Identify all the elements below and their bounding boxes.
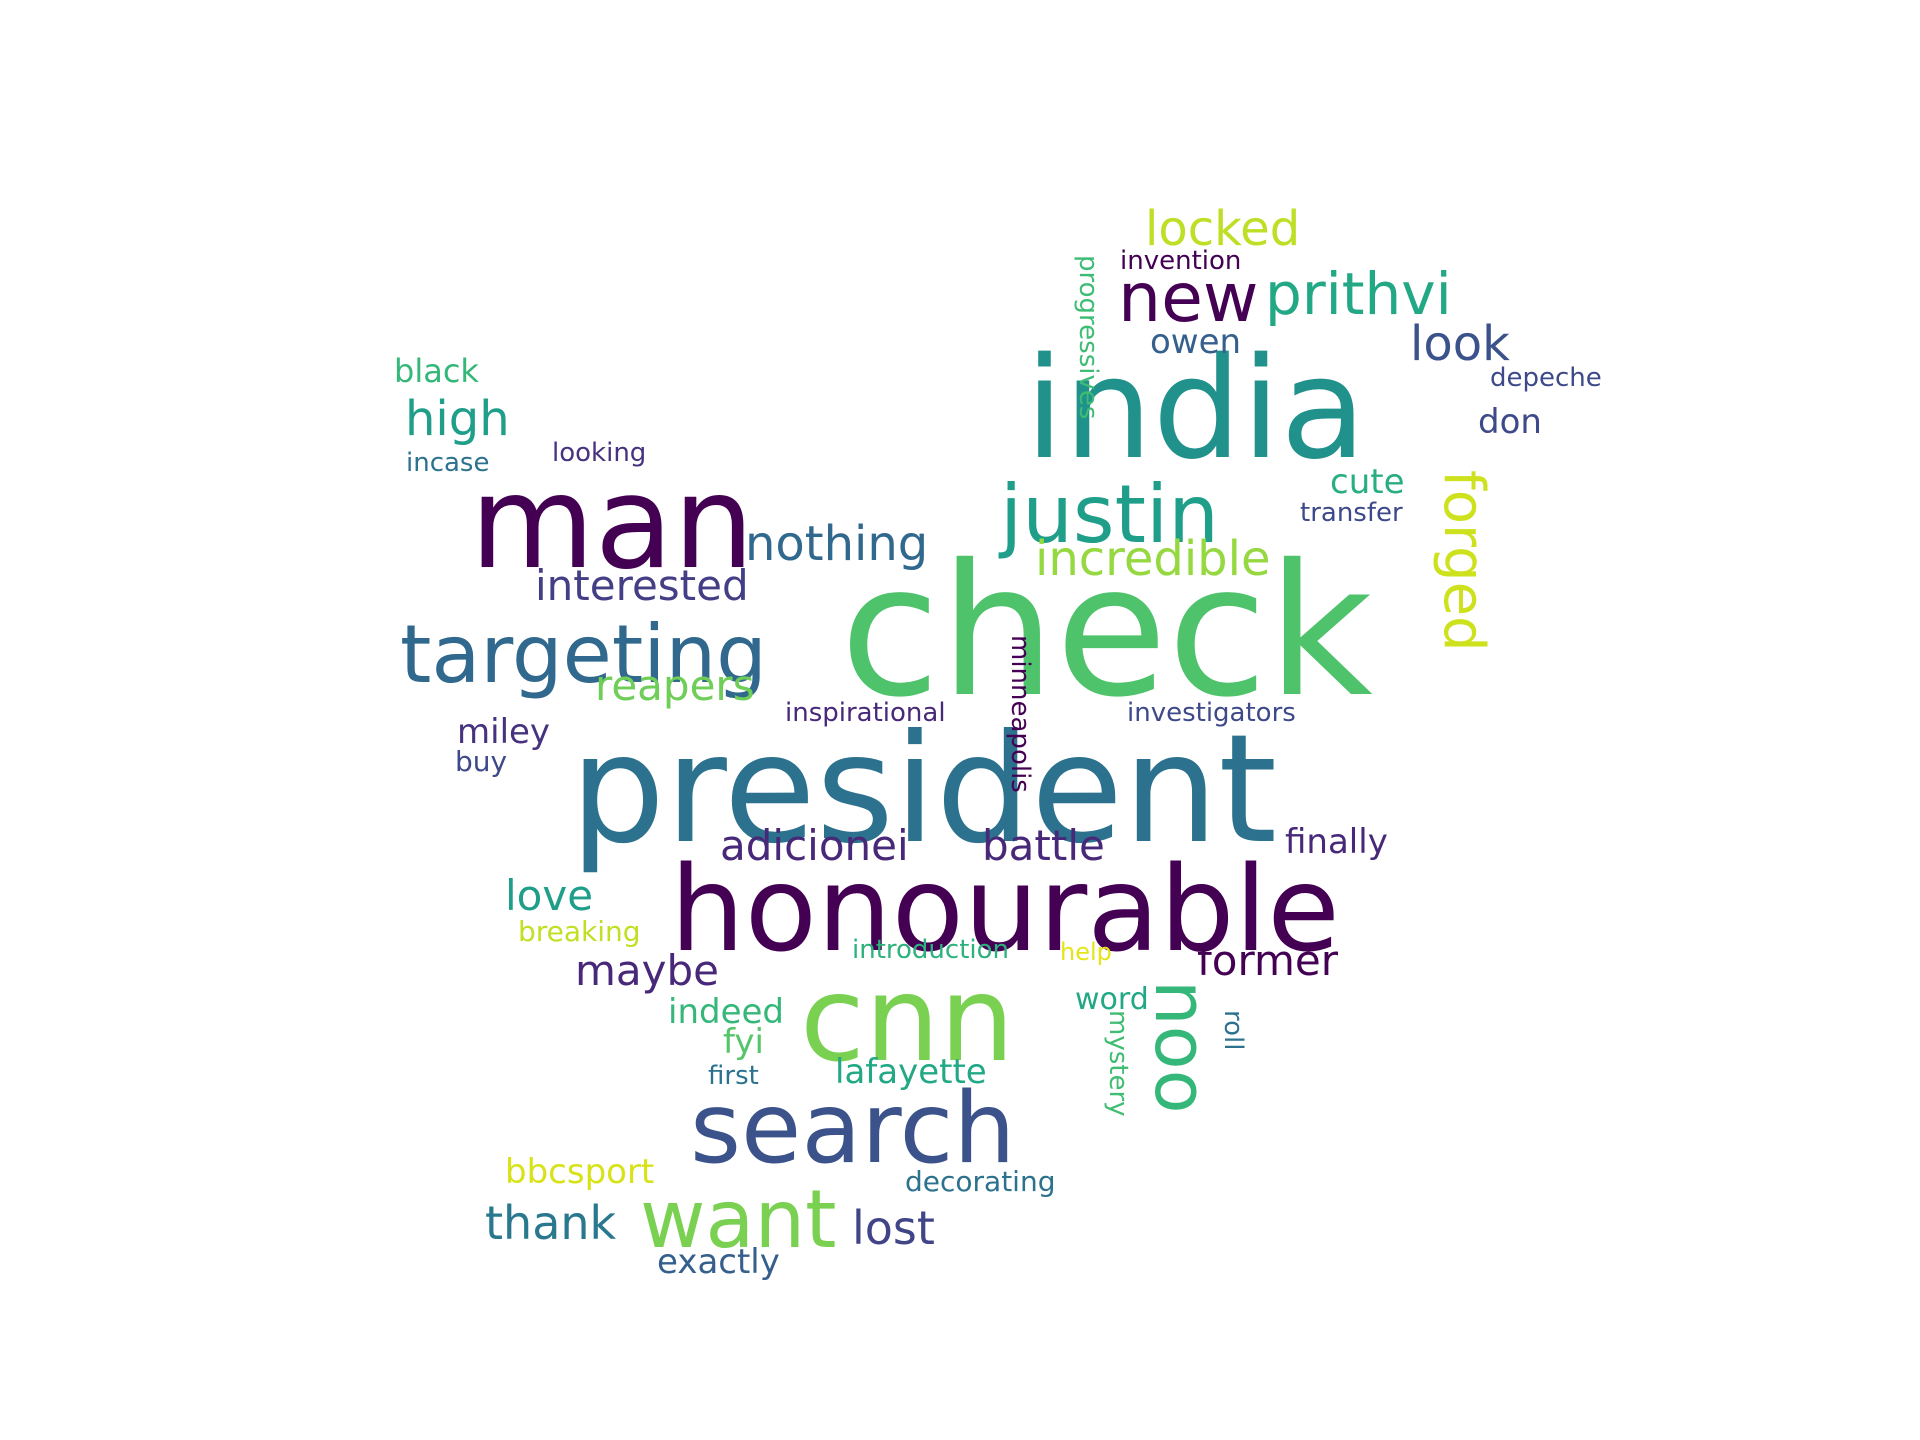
word-minneapolis: minneapolis bbox=[1005, 635, 1035, 793]
word-black: black bbox=[394, 352, 479, 390]
word-progressives: progressives bbox=[1073, 255, 1103, 420]
word-bbcsport: bbcsport bbox=[505, 1152, 655, 1192]
word-looking: looking bbox=[552, 438, 647, 468]
word-check: check bbox=[840, 525, 1373, 737]
word-adicionei: adicionei bbox=[720, 821, 909, 870]
word-president: president bbox=[570, 703, 1278, 877]
word-investigators: investigators bbox=[1127, 698, 1296, 728]
word-roll: roll bbox=[1218, 1010, 1248, 1051]
word-nothing: nothing bbox=[745, 516, 929, 572]
word-battle: battle bbox=[982, 821, 1105, 870]
word-former: former bbox=[1197, 936, 1339, 985]
word-forged: forged bbox=[1431, 470, 1496, 652]
word-prithvi: prithvi bbox=[1265, 260, 1452, 328]
word-word: word bbox=[1075, 982, 1149, 1017]
word-first: first bbox=[708, 1061, 759, 1091]
word-justin: justin bbox=[1000, 468, 1219, 561]
word-breaking: breaking bbox=[518, 915, 641, 948]
word-targeting: targeting bbox=[400, 608, 767, 701]
word-miley: miley bbox=[457, 712, 551, 752]
word-lost: lost bbox=[852, 1201, 935, 1255]
word-locked: locked bbox=[1145, 201, 1301, 257]
word-inspirational: inspirational bbox=[785, 698, 946, 728]
word-high: high bbox=[405, 391, 510, 447]
word-lafayette: lafayette bbox=[835, 1052, 987, 1092]
word-look: look bbox=[1410, 316, 1510, 372]
word-india: india bbox=[1025, 328, 1367, 491]
word-buy: buy bbox=[455, 745, 508, 778]
word-mystery: mystery bbox=[1103, 1010, 1133, 1117]
word-man: man bbox=[470, 449, 755, 598]
word-cnn: cnn bbox=[800, 950, 1015, 1088]
word-thank: thank bbox=[485, 1196, 617, 1250]
word-maybe: maybe bbox=[575, 946, 720, 995]
word-exactly: exactly bbox=[657, 1242, 780, 1282]
word-decorating: decorating bbox=[905, 1165, 1056, 1198]
word-depeche: depeche bbox=[1490, 363, 1602, 393]
word-love: love bbox=[505, 871, 594, 920]
word-invention: invention bbox=[1120, 246, 1242, 276]
word-introduction: introduction bbox=[852, 935, 1010, 965]
word-want: want bbox=[640, 1173, 837, 1266]
word-search: search bbox=[690, 1072, 1016, 1186]
word-finally: finally bbox=[1285, 822, 1388, 862]
word-honourable: honourable bbox=[670, 840, 1340, 978]
word-indeed: indeed bbox=[668, 992, 784, 1032]
word-help: help bbox=[1060, 938, 1112, 966]
word-incase: incase bbox=[406, 448, 490, 478]
word-owen: owen bbox=[1150, 322, 1242, 362]
word-interested: interested bbox=[535, 561, 749, 610]
word-fyi: fyi bbox=[723, 1022, 764, 1062]
word-incredible: incredible bbox=[1035, 531, 1271, 587]
word-reapers: reapers bbox=[595, 661, 755, 710]
word-don: don bbox=[1478, 402, 1542, 442]
word-new: new bbox=[1118, 259, 1259, 338]
word-cute: cute bbox=[1330, 462, 1405, 502]
word-transfer: transfer bbox=[1300, 498, 1403, 528]
word-noo: noo bbox=[1139, 980, 1223, 1114]
